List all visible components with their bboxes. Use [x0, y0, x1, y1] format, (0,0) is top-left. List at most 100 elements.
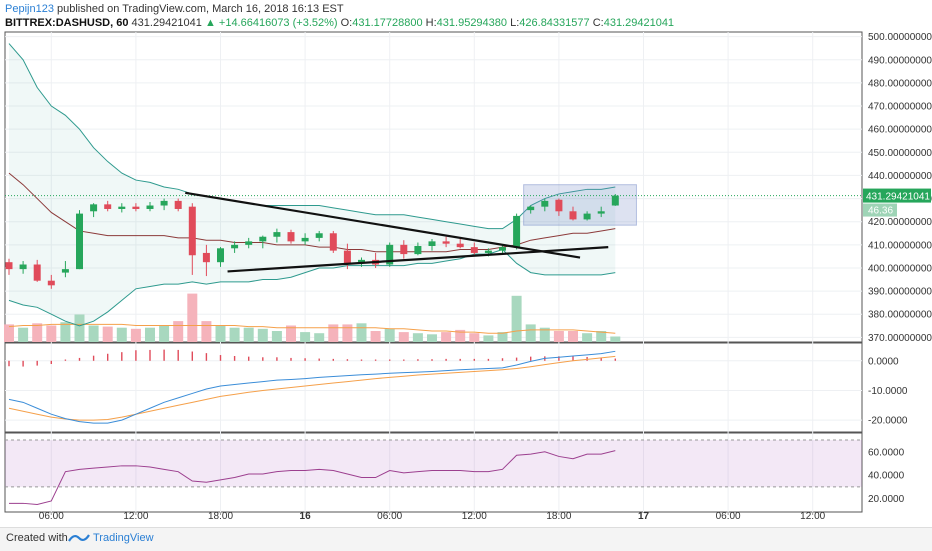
- rsi-y-tick-label: 60.0000: [868, 447, 905, 458]
- created-with-text: Created with: [6, 532, 68, 544]
- candle-body: [400, 244, 408, 255]
- candle-body: [470, 247, 478, 253]
- x-tick-label: 16: [300, 511, 312, 522]
- volume-bar: [215, 325, 226, 342]
- candle-body: [555, 199, 563, 212]
- candle-body: [33, 264, 41, 281]
- volume-bar: [497, 332, 508, 342]
- x-tick-label: 18:00: [208, 511, 233, 522]
- volume-bar: [384, 328, 395, 342]
- volume-bar: [469, 333, 480, 342]
- high-value: 431.95294380: [436, 17, 508, 29]
- volume-bar: [130, 328, 141, 342]
- highlight-box: [523, 184, 637, 226]
- close-value: 431.29421041: [603, 17, 675, 29]
- y-tick-label: 500.00000000: [868, 32, 932, 43]
- candle-body: [146, 205, 154, 209]
- volume-bar: [60, 322, 71, 342]
- macd-y-tick-label: -20.0000: [868, 416, 908, 427]
- candle-body: [76, 213, 83, 270]
- volume-tag: [863, 203, 897, 217]
- candle-body: [61, 269, 69, 273]
- rsi-band: [5, 440, 862, 487]
- candle-body: [527, 206, 535, 211]
- volume-bar: [145, 327, 155, 342]
- footer-bar: Created with TradingView: [0, 527, 932, 551]
- volume-bar: [314, 333, 325, 342]
- y-tick-label: 390.00000000: [868, 287, 932, 298]
- volume-bar: [342, 324, 353, 342]
- volume-ma-line: [8, 323, 616, 334]
- candle-body: [484, 250, 492, 253]
- volume-bar: [483, 335, 494, 342]
- candle-body: [245, 241, 253, 245]
- x-tick-label: 06:00: [716, 511, 741, 522]
- candle-body: [47, 280, 55, 286]
- x-tick-label: 18:00: [546, 511, 571, 522]
- volume-bar: [201, 321, 212, 342]
- symbol-info: BITTREX:DASHUSD, 60 431.29421041 ▲ +14.6…: [5, 17, 674, 29]
- author-link[interactable]: Pepijn123: [5, 3, 54, 15]
- macd-signal-line: [8, 355, 616, 421]
- publish-info: Pepijn123 published on TradingView.com, …: [5, 3, 344, 15]
- x-tick-label: 17: [638, 511, 650, 522]
- y-tick-label: 370.00000000: [868, 333, 932, 344]
- rsi-y-tick-label: 40.0000: [868, 471, 905, 482]
- candle-body: [104, 204, 112, 209]
- candle-body: [611, 195, 619, 206]
- volume-bar: [553, 331, 564, 342]
- volume-bar: [46, 325, 57, 342]
- y-tick-label: 410.00000000: [868, 240, 932, 251]
- y-tick-label: 450.00000000: [868, 148, 932, 159]
- y-tick-label: 480.00000000: [868, 78, 932, 89]
- volume-bar: [525, 324, 536, 342]
- published-text: published on TradingView.com, March 16, …: [57, 3, 344, 15]
- high-label: H:: [425, 17, 437, 29]
- price-chart[interactable]: 500.00000000 490.00000000 480.00000000 470.…: [0, 0, 932, 527]
- macd-y-tick-label: 0.0000: [868, 356, 899, 367]
- volume-bar: [271, 331, 282, 342]
- volume-bar: [243, 327, 254, 342]
- candle-body: [19, 264, 27, 270]
- y-tick-label: 420.00000000: [868, 217, 932, 228]
- candle-body: [259, 236, 267, 242]
- candle-body: [456, 243, 464, 248]
- candle-body: [118, 206, 126, 209]
- macd-panel-frame: [4, 342, 863, 433]
- volume-bar: [229, 327, 240, 342]
- last-price-tag-label: 431.29421041: [866, 192, 930, 203]
- candle-body: [174, 200, 182, 209]
- x-tick-label: 06:00: [377, 511, 402, 522]
- y-tick-label: 380.00000000: [868, 310, 932, 321]
- volume-bar: [32, 323, 43, 342]
- volume-bar: [511, 295, 522, 342]
- volume-bar: [102, 326, 113, 342]
- x-tick-label: 06:00: [39, 511, 64, 522]
- candle-body: [287, 232, 295, 242]
- open-value: 431.17728800: [352, 17, 423, 29]
- y-tick-label: 440.00000000: [868, 171, 932, 182]
- volume-bar: [286, 325, 296, 342]
- candle-body: [414, 245, 422, 255]
- symbol-label: BITTREX:DASHUSD, 60: [5, 17, 129, 29]
- macd-y-tick-label: -10.0000: [868, 386, 908, 397]
- candle-body: [160, 200, 168, 206]
- candle-body: [358, 259, 365, 264]
- bollinger-band-fill: [9, 43, 616, 326]
- volume-bar: [173, 321, 184, 342]
- last-price: 431.29421041: [131, 17, 202, 29]
- candle-body: [273, 232, 281, 237]
- rsi-panel-frame: [4, 432, 863, 513]
- tradingview-brand-link[interactable]: TradingView: [93, 532, 154, 544]
- rsi-y-tick-label: 20.0000: [868, 494, 905, 505]
- volume-bar: [74, 314, 85, 342]
- last-price-tag: [863, 188, 931, 203]
- volume-bar: [455, 329, 466, 342]
- candle-body: [343, 250, 351, 264]
- volume-bar: [412, 333, 423, 342]
- candle-body: [188, 206, 196, 256]
- volume-bar: [187, 293, 198, 342]
- candle-body: [90, 204, 98, 212]
- candle-body: [428, 241, 436, 246]
- volume-bar: [370, 331, 381, 342]
